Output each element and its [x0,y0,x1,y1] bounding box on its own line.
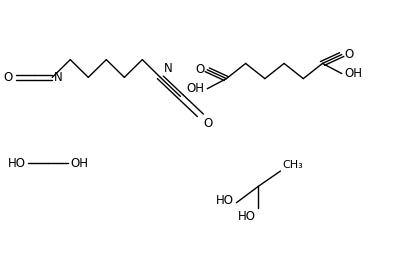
Text: HO: HO [8,157,26,170]
Text: N: N [164,62,173,75]
Text: CH₃: CH₃ [282,160,303,170]
Text: OH: OH [187,82,205,95]
Text: O: O [204,116,213,130]
Text: OH: OH [344,67,362,80]
Text: O: O [196,63,205,76]
Text: O: O [344,48,354,61]
Text: OH: OH [71,157,88,170]
Text: HO: HO [238,210,256,223]
Text: O: O [4,71,13,84]
Text: HO: HO [216,194,234,207]
Text: N: N [54,71,63,84]
